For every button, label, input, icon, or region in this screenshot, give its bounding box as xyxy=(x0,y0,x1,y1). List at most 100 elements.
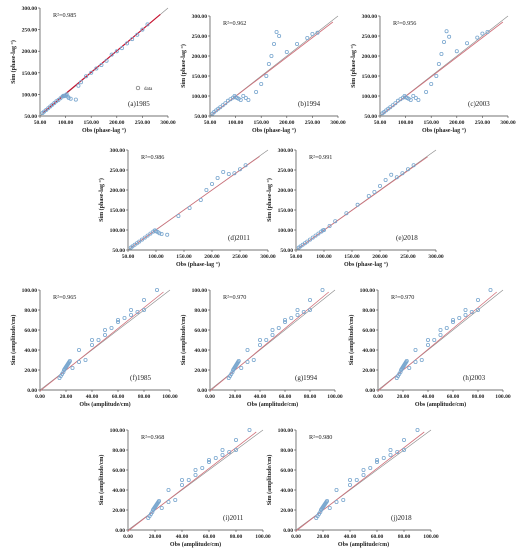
x-tick-label: 300.00 xyxy=(428,254,444,260)
x-tick-label: 150.00 xyxy=(176,254,192,260)
x-tick-label: 200.00 xyxy=(372,254,388,260)
data-point xyxy=(441,40,446,45)
x-tick-label: 20.00 xyxy=(317,534,330,540)
data-point xyxy=(469,309,474,314)
y-tick-label: 50.00 xyxy=(112,248,125,254)
data-point xyxy=(139,237,144,242)
r-squared-label: R²=0.965 xyxy=(53,294,76,301)
data-point xyxy=(270,332,275,337)
x-tick-label: 40.00 xyxy=(86,394,99,400)
data-point xyxy=(243,163,248,168)
x-tick-label: 80.00 xyxy=(138,394,151,400)
x-tick-label: 60.00 xyxy=(279,394,292,400)
x-tick-label: 60.00 xyxy=(112,394,125,400)
data-point xyxy=(90,342,95,347)
legend: data xyxy=(135,85,153,92)
y-tick-label: 0.00 xyxy=(27,388,37,394)
x-tick-label: 100.00 xyxy=(58,120,74,126)
y-tick-label: 40.00 xyxy=(112,488,125,494)
data-point xyxy=(434,74,439,79)
data-point xyxy=(450,319,455,324)
x-tick-label: 0.00 xyxy=(123,534,133,540)
y-tick-label: 100.00 xyxy=(110,428,126,434)
data-point xyxy=(404,358,409,363)
data-point xyxy=(465,41,470,46)
y-tick-label: 60.00 xyxy=(112,468,125,474)
r-squared-label: R²=0.970 xyxy=(391,294,414,301)
r-squared-label: R²=0.991 xyxy=(309,154,332,161)
data-point xyxy=(70,365,75,370)
data-point xyxy=(103,327,108,332)
data-point xyxy=(142,235,147,240)
data-point xyxy=(282,319,287,324)
data-point xyxy=(321,227,326,232)
data-point xyxy=(475,35,480,40)
data-point xyxy=(439,52,444,57)
y-tick-label: 100.00 xyxy=(192,288,208,294)
x-axis-title: Obs (phase-lag °) xyxy=(82,127,126,134)
data-point xyxy=(388,452,393,457)
y-axis-title: Sim (amplitude/cm) xyxy=(266,455,273,506)
data-point xyxy=(145,22,150,27)
x-tick-label: 80.00 xyxy=(230,534,243,540)
y-tick-label: 50.00 xyxy=(280,248,293,254)
x-tick-label: 200.00 xyxy=(109,120,125,126)
x-tick-label: 50.00 xyxy=(374,120,387,126)
y-axis-title: Sim (amplitude/cm) xyxy=(98,455,105,506)
data-point xyxy=(307,297,312,302)
panel-label: (b)1994 xyxy=(298,100,321,108)
y-axis-title: Sim (amplitude/cm) xyxy=(10,315,17,366)
data-point xyxy=(419,357,424,362)
data-point xyxy=(416,98,421,103)
data-point xyxy=(264,337,269,342)
scatter-panel: 0.00 20.00 40.00 60.00 80.00 100.00 0.00 20.00 4… xyxy=(180,287,343,408)
y-axis-title: Sim (phase-lag °) xyxy=(10,40,17,84)
data-point xyxy=(450,317,455,322)
data-point xyxy=(141,307,146,312)
data-point xyxy=(220,447,225,452)
x-axis-title: Obs (phase-lag °) xyxy=(252,127,296,134)
x-tick-label: 300.00 xyxy=(330,120,346,126)
data-point xyxy=(325,498,330,503)
data-point xyxy=(206,457,211,462)
data-point xyxy=(405,167,410,172)
data-point xyxy=(76,83,81,88)
data-point xyxy=(341,497,346,502)
data-point xyxy=(374,459,379,464)
data-point xyxy=(157,231,162,236)
x-tick-label: 250.00 xyxy=(305,120,321,126)
y-tick-label: 300.00 xyxy=(192,14,208,20)
data-point xyxy=(176,213,181,218)
y-tick-label: 200.00 xyxy=(110,188,126,194)
y-tick-label: 150.00 xyxy=(192,74,208,80)
y-tick-label: 150.00 xyxy=(22,71,38,77)
data-point xyxy=(372,189,377,194)
y-tick-label: 40.00 xyxy=(362,348,375,354)
x-tick-label: 0.00 xyxy=(291,534,301,540)
data-point xyxy=(361,472,366,477)
data-point xyxy=(316,231,321,236)
data-point xyxy=(154,287,159,292)
y-tick-label: 40.00 xyxy=(194,348,207,354)
data-point xyxy=(166,499,171,504)
x-tick-label: 100.00 xyxy=(327,394,343,400)
legend-label: data xyxy=(144,87,153,92)
x-tick-label: 100.00 xyxy=(148,254,164,260)
data-point xyxy=(401,447,406,452)
data-point xyxy=(246,98,251,103)
data-point xyxy=(135,309,140,314)
x-tick-label: 150.00 xyxy=(254,120,270,126)
x-tick-label: 50.00 xyxy=(204,120,217,126)
data-point xyxy=(239,365,244,370)
data-point xyxy=(179,477,184,482)
data-point xyxy=(276,325,281,330)
fit-line xyxy=(382,21,504,115)
data-point xyxy=(413,359,418,364)
data-point xyxy=(104,58,109,63)
x-tick-label: 40.00 xyxy=(422,394,435,400)
y-axis-title: Sim (phase-lag °) xyxy=(180,44,187,88)
x-axis-title: Obs (amplitude/cm) xyxy=(170,541,221,548)
y-axis-title: Sim (amplitude/cm) xyxy=(348,315,355,366)
data-point xyxy=(310,32,315,37)
